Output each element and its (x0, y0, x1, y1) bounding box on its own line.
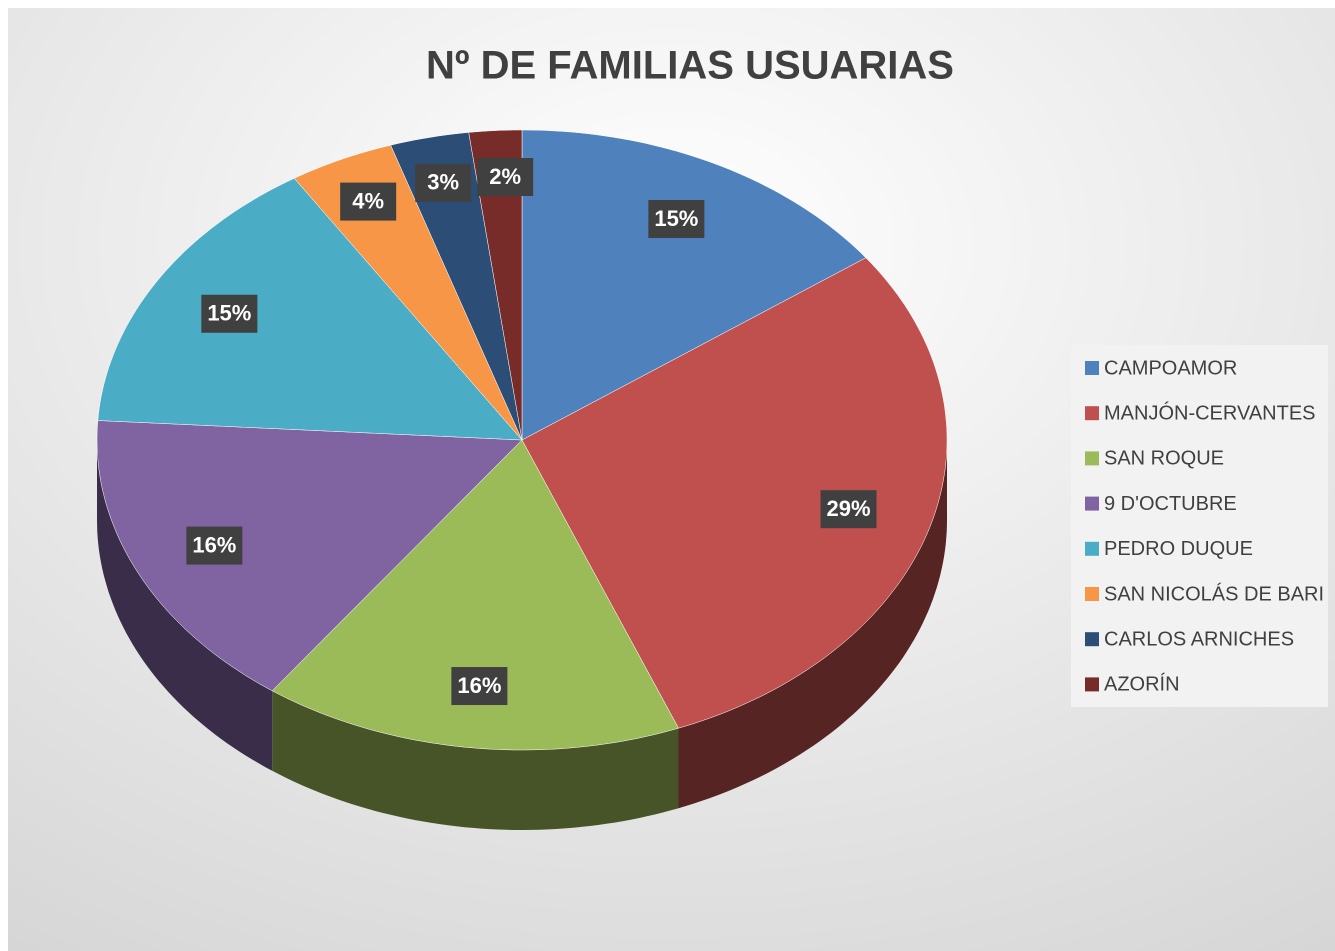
legend-swatch (1085, 677, 1099, 692)
pie-slice (468, 129, 523, 441)
data-label-box (820, 490, 877, 529)
data-label-box (340, 182, 397, 221)
legend-label: CAMPOAMOR (1104, 357, 1237, 379)
data-label: 2% (489, 164, 521, 189)
legend-label: SAN NICOLÁS DE BARI (1104, 582, 1324, 605)
pie-slice (521, 257, 948, 729)
legend-swatch (1085, 632, 1099, 647)
chart-title: Nº DE FAMILIAS USUARIAS (426, 44, 954, 88)
legend-label: SAN ROQUE (1104, 448, 1224, 470)
legend-swatch (1085, 406, 1099, 421)
legend-swatch (1085, 496, 1099, 511)
data-label: 3% (427, 170, 459, 195)
legend-label: PEDRO DUQUE (1104, 538, 1253, 560)
data-label: 4% (352, 188, 384, 213)
legend-swatch (1085, 361, 1099, 375)
data-label: 16% (457, 673, 501, 698)
pie-slice (521, 129, 867, 441)
legend-swatch (1085, 541, 1099, 556)
data-label: 15% (654, 206, 698, 231)
pie-slice (96, 420, 523, 692)
legend-label: CARLOS ARNICHES (1104, 628, 1294, 650)
pie-slice (271, 439, 679, 751)
legend-label: AZORÍN (1104, 673, 1180, 696)
data-label: 15% (207, 301, 251, 326)
data-label-box (415, 163, 472, 202)
legend (1071, 345, 1328, 707)
data-label-box (477, 158, 534, 197)
pie-side (272, 690, 679, 830)
data-label-box (186, 526, 243, 565)
legend-label: 9 D'OCTUBRE (1104, 493, 1237, 515)
legend-swatch (1085, 587, 1099, 601)
legend-swatch (1085, 451, 1099, 466)
legend-label: MANJÓN-CERVANTES (1104, 401, 1316, 424)
data-label: 29% (826, 496, 870, 521)
data-label-box (201, 294, 258, 333)
data-label: 16% (192, 532, 236, 557)
pie-side (97, 440, 273, 771)
data-label-box (648, 200, 705, 239)
data-label-box (451, 667, 508, 706)
pie-slice (97, 177, 523, 441)
pie-slice (390, 132, 523, 441)
pie-side (678, 440, 947, 809)
